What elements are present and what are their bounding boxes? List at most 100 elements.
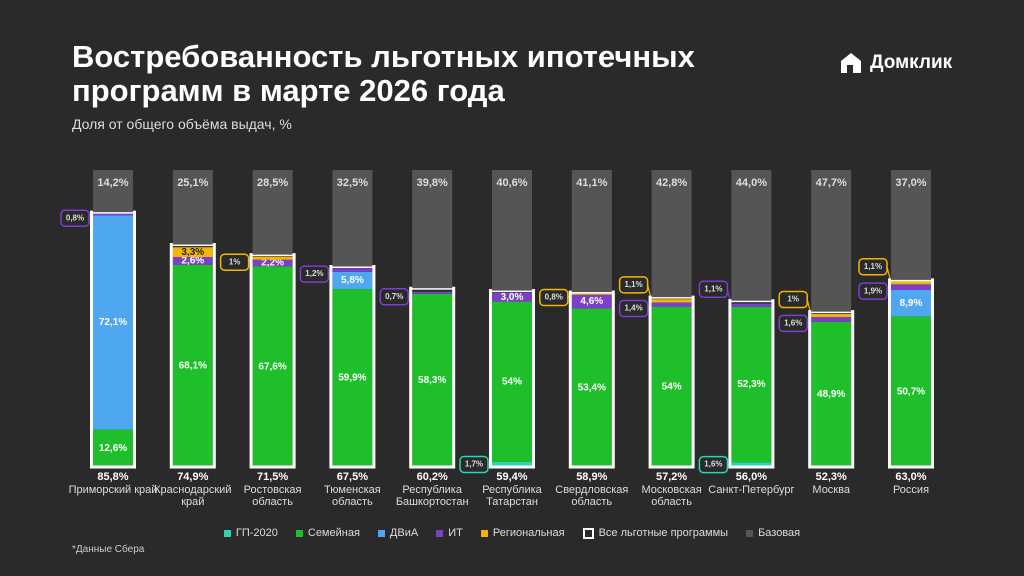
total-label: 60,2% (417, 471, 448, 483)
legend-label: ИТ (448, 527, 463, 539)
callout-label: 1,4% (624, 304, 642, 313)
value-label: 37,0% (895, 177, 926, 189)
value-label: 28,5% (257, 177, 288, 189)
legend-label: ГП-2020 (235, 527, 278, 539)
legend-label: Семейная (307, 527, 360, 539)
x-tick-label: Республика Башкортостан (395, 484, 469, 508)
bar-segment (332, 268, 373, 272)
bar-segment (891, 170, 931, 280)
value-label: 72,1% (99, 317, 127, 328)
value-label: 41,1% (576, 177, 607, 189)
legend-label: ДВиА (389, 527, 419, 539)
legend-swatch (223, 529, 231, 537)
value-label: 25,1% (177, 177, 208, 189)
bar-segment (811, 317, 852, 322)
total-label: 57,2% (656, 471, 687, 483)
bar-segment (731, 462, 772, 467)
value-label: 50,7% (897, 386, 925, 397)
bar-segment (731, 170, 772, 301)
legend-item: ДВиА (377, 527, 419, 539)
total-label: 58,9% (576, 471, 607, 483)
legend-label: Региональная (492, 527, 565, 539)
bar-segment (891, 316, 931, 467)
x-tick-label: Свердловская область (555, 484, 629, 508)
legend: ГП-2020 Семейная ДВиА ИТ Региональная Все льг… (0, 527, 1024, 539)
bar-segment (252, 256, 293, 260)
value-label: 47,7% (816, 177, 847, 189)
callout-label: 1,1% (704, 284, 722, 293)
value-label: 52,3% (737, 379, 765, 390)
bar-segment (651, 299, 692, 303)
total-label: 74,9% (177, 471, 208, 483)
bar-segment (891, 289, 931, 317)
bar-segment (412, 291, 453, 294)
bar-segment (492, 292, 532, 302)
value-label: 4,6% (580, 296, 603, 307)
value-label: 44,0% (736, 177, 767, 189)
bar-segment (412, 293, 453, 467)
legend-swatch (295, 529, 303, 537)
legend-label: Все льготные программы (598, 527, 729, 539)
x-tick-label: Тюменская область (324, 484, 381, 508)
total-label: 52,3% (816, 471, 847, 483)
bar-segment (252, 259, 293, 267)
bar-segment (412, 170, 453, 289)
value-label: 68,1% (179, 361, 207, 372)
value-label: 32,5% (337, 177, 368, 189)
bar-segment (891, 284, 931, 290)
bar-segment (332, 271, 373, 290)
legend-item: ИТ (436, 527, 463, 539)
value-label: 59,9% (338, 373, 366, 384)
callout-label: 1% (787, 295, 799, 304)
bar-segment (492, 461, 532, 467)
x-tick-label: Краснодарский край (154, 484, 232, 508)
bar-segment (492, 301, 532, 462)
value-label: 5,8% (341, 275, 364, 286)
legend-item: Базовая (746, 527, 800, 539)
bar-segment (172, 257, 213, 265)
value-label: 3,3% (181, 247, 204, 258)
bar-segment (93, 215, 133, 430)
bar-segment (651, 306, 692, 467)
bar-segment (731, 306, 772, 463)
total-label: 67,5% (337, 471, 368, 483)
bar-segment (571, 308, 612, 467)
value-label: 2,2% (261, 258, 284, 269)
subtitle: Доля от общего объёма выдач, % (72, 116, 292, 132)
bar-segment (811, 321, 852, 467)
callout-label: 1,2% (305, 269, 323, 278)
legend-swatch (436, 529, 444, 537)
bar-segment (252, 266, 293, 467)
legend-item: Региональная (480, 527, 565, 539)
legend-item: Все льготные программы (582, 527, 729, 539)
x-tick-label: Россия (892, 484, 930, 496)
x-tick-label: Санкт-Петербург (708, 484, 795, 496)
callout-label: 1,1% (864, 262, 882, 271)
title: Востребованность льготных ипотечных прог… (72, 39, 695, 108)
callout-label: 1,9% (864, 286, 882, 295)
value-label: 40,6% (496, 177, 527, 189)
total-label: 56,0% (736, 471, 767, 483)
bar-segment (172, 170, 213, 245)
value-label: 42,8% (656, 177, 687, 189)
total-label: 63,0% (895, 471, 926, 483)
bar-segment (651, 170, 692, 298)
legend-item: ГП-2020 (223, 527, 278, 539)
bar-segment (252, 170, 293, 255)
x-tick-label: Москва (812, 484, 850, 496)
total-bar (249, 253, 296, 469)
callout-label: 0,8% (66, 213, 84, 222)
total-label: 85,8% (97, 471, 128, 483)
value-label: 54% (502, 376, 522, 387)
bar-segment (571, 294, 612, 309)
bar-segment (172, 247, 213, 258)
x-tick-label: Республика Татарстан (482, 484, 542, 508)
x-tick-label: Московская область (641, 484, 702, 508)
value-label: 3,0% (501, 292, 524, 303)
value-label: 53,4% (578, 382, 606, 393)
bar-segment (571, 170, 612, 293)
x-tick-label: Приморский край (68, 484, 158, 496)
value-label: 48,9% (817, 389, 845, 400)
callout-label: 1,7% (465, 460, 483, 469)
